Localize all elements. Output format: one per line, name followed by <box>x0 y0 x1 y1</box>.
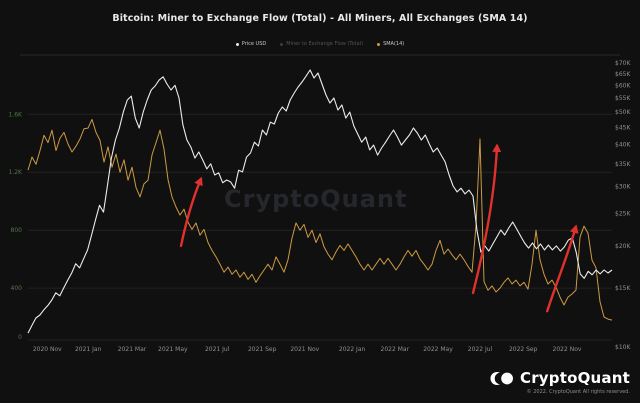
right-axis-tick: $55K <box>615 95 631 102</box>
legend-item-2[interactable]: SMA(14) <box>377 41 404 47</box>
left-axis-tick: 1.2K <box>9 169 24 176</box>
copyright-text: © 2022. CryptoQuant All rights reserved. <box>526 389 630 395</box>
right-axis-tick: $25K <box>615 210 631 217</box>
x-axis-tick: 2021 May <box>158 346 188 353</box>
x-axis-tick: 2021 Sep <box>248 346 277 353</box>
x-axis-tick: 2021 Nov <box>290 346 319 353</box>
legend-label: Miner to Exchange Flow (Total) <box>286 41 364 47</box>
brand-row: CryptoQuant <box>490 369 630 387</box>
legend-dot <box>280 42 284 46</box>
watermark: CryptoQuant <box>224 185 408 213</box>
legend: Price USD Miner to Exchange Flow (Total) S… <box>0 41 640 47</box>
right-axis-tick: $20K <box>615 243 631 250</box>
right-axis-tick: $15K <box>615 285 631 292</box>
x-axis-tick: 2022 Mar <box>381 346 410 353</box>
annotation-arrow-2 <box>471 143 502 295</box>
right-axis-tick: $65K <box>615 71 631 78</box>
legend-dot <box>235 42 239 46</box>
legend-dot <box>377 42 381 46</box>
right-axis-tick: $60K <box>615 83 631 90</box>
x-axis-tick: 2022 Nov <box>553 346 582 353</box>
x-axis-tick: 2022 Jul <box>468 346 493 353</box>
legend-item-0[interactable]: Price USD <box>235 41 267 47</box>
annotation-arrow-1 <box>179 176 203 248</box>
right-axis-tick: $30K <box>615 184 631 191</box>
left-axis-tick: 0 <box>18 334 22 341</box>
right-axis-tick: $40K <box>615 142 631 149</box>
right-axis-tick: $45K <box>615 125 631 132</box>
x-axis-tick: 2021 Jul <box>205 346 230 353</box>
chart-title: Bitcoin: Miner to Exchange Flow (Total) … <box>112 13 528 24</box>
x-axis-tick: 2022 May <box>423 346 453 353</box>
legend-label: Price USD <box>241 41 267 47</box>
x-axis-tick: 2021 Jan <box>75 346 102 353</box>
x-axis-tick: 2021 Mar <box>118 346 147 353</box>
legend-label: SMA(14) <box>383 41 405 47</box>
left-axis-tick: 400 <box>11 285 23 292</box>
annotation-arrow-3 <box>546 224 579 313</box>
price-line <box>27 69 613 334</box>
x-axis-tick: 2022 Jan <box>339 346 366 353</box>
x-axis-tick: 2022 Sep <box>509 346 538 353</box>
legend-item-1[interactable]: Miner to Exchange Flow (Total) <box>280 41 363 47</box>
right-axis-tick: $70K <box>615 60 631 67</box>
sma-flow-line <box>27 118 613 321</box>
right-axis-tick: $10K <box>615 344 631 351</box>
right-axis-tick: $35K <box>615 161 631 168</box>
cryptoquant-logo-icon <box>490 371 513 385</box>
footer-branding: CryptoQuant © 2022. CryptoQuant All righ… <box>490 369 630 395</box>
left-axis-tick: 1.6K <box>9 111 24 118</box>
brand-name: CryptoQuant <box>520 369 630 387</box>
x-axis-tick: 2020 Nov <box>33 346 62 353</box>
right-axis-tick: $50K <box>615 109 631 116</box>
left-axis-tick: 800 <box>11 227 23 234</box>
